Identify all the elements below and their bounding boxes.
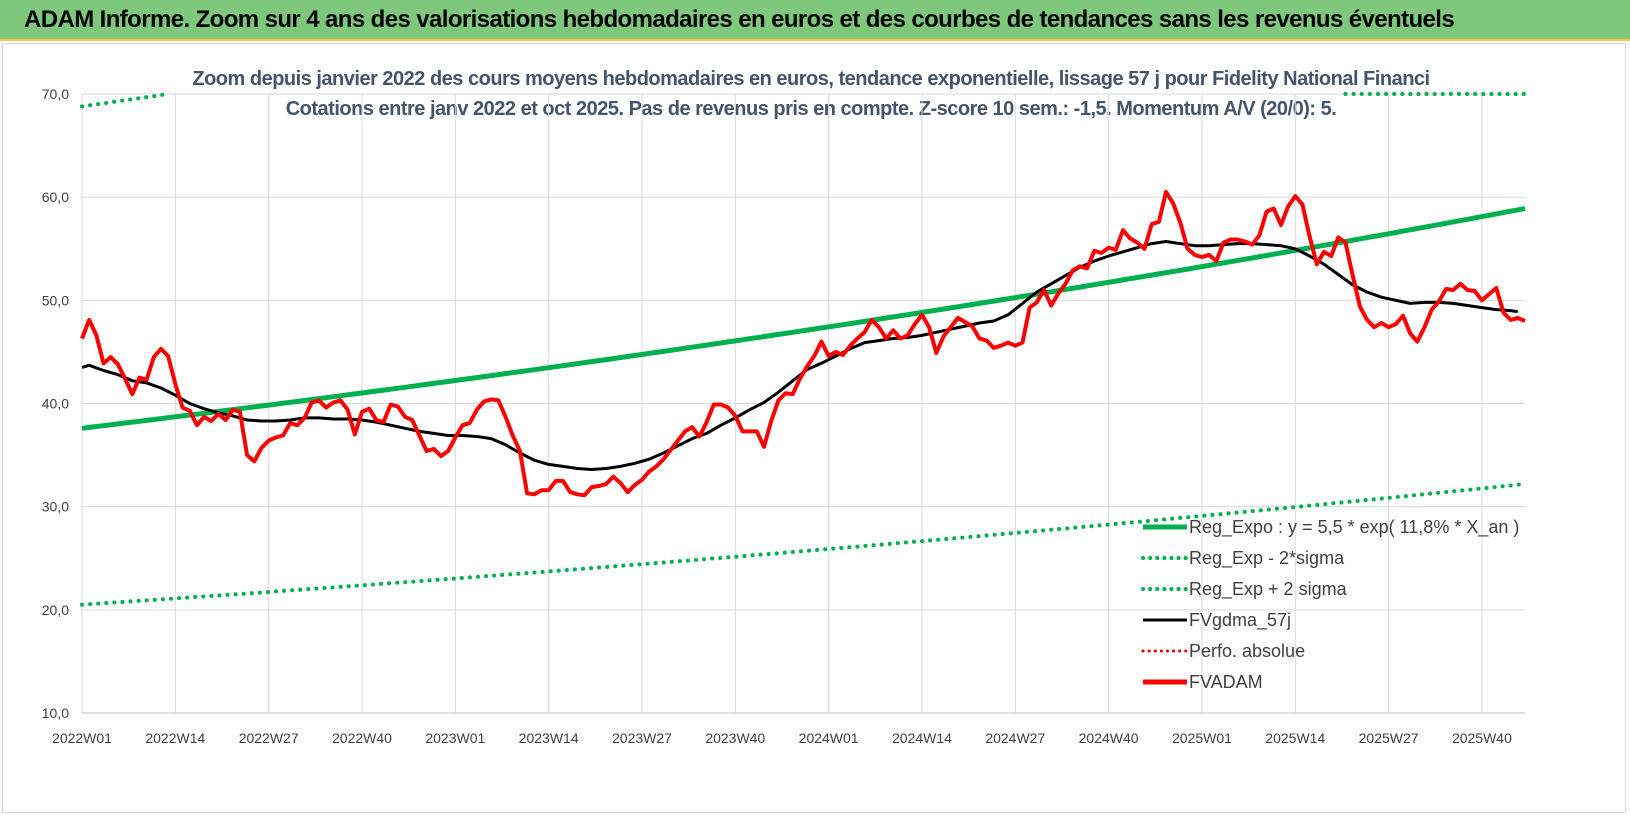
x-tick-label: 2022W14 xyxy=(145,730,205,746)
x-tick-label: 2023W14 xyxy=(519,730,579,746)
y-tick-label: 30,0 xyxy=(42,499,69,515)
y-tick-label: 50,0 xyxy=(42,292,69,308)
y-tick-label: 70,0 xyxy=(42,86,69,102)
y-tick-label: 40,0 xyxy=(42,396,69,412)
y-tick-label: 20,0 xyxy=(42,602,69,618)
x-tick-label: 2023W40 xyxy=(705,730,765,746)
x-tick-label: 2025W40 xyxy=(1452,730,1512,746)
banner-title: ADAM Informe. Zoom sur 4 ans des valoris… xyxy=(24,6,1455,33)
y-tick-label: 60,0 xyxy=(42,189,69,205)
legend-fvgdma-57j-label: FVgdma_57j xyxy=(1189,610,1291,631)
chart-area: Zoom depuis janvier 2022 des cours moyen… xyxy=(2,43,1626,813)
chart-title-line2: Cotations entre janv 2022 et oct 2025. P… xyxy=(286,98,1337,120)
x-tick-label: 2024W40 xyxy=(1079,730,1139,746)
series-fvgdma-57j xyxy=(81,240,1519,471)
x-axis: 2022W01 2022W14 2022W27 2022W40 2023W01 2023W… xyxy=(52,712,1525,746)
legend-reg-exp-plus-2sigma-label: Reg_Exp + 2 sigma xyxy=(1189,579,1348,600)
grid-lines xyxy=(81,93,1525,714)
x-tick-label: 2023W27 xyxy=(612,730,672,746)
chart-title-line1: Zoom depuis janvier 2022 des cours moyen… xyxy=(192,68,1429,90)
series-group xyxy=(80,92,1527,607)
legend-reg-expo-label: Reg_Expo : y = 5,5 * exp( 11,8% * X_an ) xyxy=(1189,517,1519,538)
series-fvadam xyxy=(80,190,1526,498)
x-tick-label: 2023W01 xyxy=(425,730,485,746)
legend: Reg_Expo : y = 5,5 * exp( 11,8% * X_an )… xyxy=(1141,517,1519,692)
legend-reg-exp-minus-2sigma-label: Reg_Exp - 2*sigma xyxy=(1189,548,1345,569)
series-reg-expo xyxy=(81,206,1526,431)
x-tick-label: 2024W27 xyxy=(985,730,1045,746)
legend-perfo-absolue-label: Perfo. absolue xyxy=(1189,641,1305,661)
x-tick-label: 2025W01 xyxy=(1172,730,1232,746)
series-reg-exp-plus-2sigma-left xyxy=(80,92,171,109)
x-tick-label: 2022W27 xyxy=(239,730,299,746)
x-tick-label: 2024W14 xyxy=(892,730,952,746)
header-banner: ADAM Informe. Zoom sur 4 ans des valoris… xyxy=(0,0,1630,41)
y-tick-label: 10,0 xyxy=(42,705,69,721)
line-chart: Zoom depuis janvier 2022 des cours moyen… xyxy=(42,68,1527,746)
y-axis: 10,0 20,0 30,0 40,0 50,0 60,0 70,0 xyxy=(42,86,69,721)
x-tick-label: 2022W01 xyxy=(52,730,112,746)
x-tick-label: 2025W27 xyxy=(1359,730,1419,746)
x-tick-label: 2024W01 xyxy=(799,730,859,746)
x-tick-label: 2025W14 xyxy=(1265,730,1325,746)
x-tick-label: 2022W40 xyxy=(332,730,392,746)
legend-fvadam-label: FVADAM xyxy=(1189,672,1263,692)
series-reg-exp-minus-2sigma xyxy=(80,482,1527,607)
